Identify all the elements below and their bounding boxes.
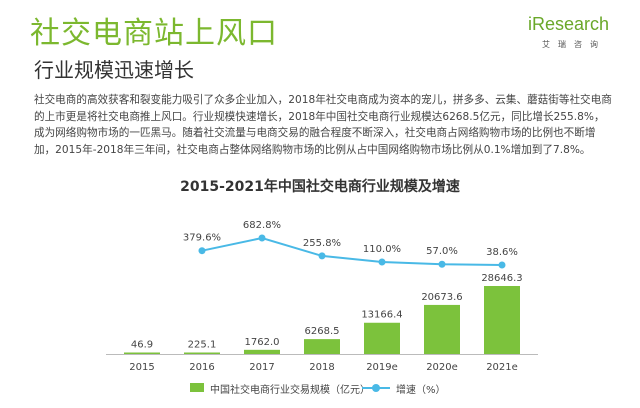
bar-2018	[304, 339, 340, 354]
logo-tagline: 艾瑞咨询	[542, 40, 606, 49]
bar-2019e	[364, 322, 400, 354]
bar-value-label-2016: 225.1	[188, 340, 217, 351]
legend-label-growth: 增速（%）	[396, 385, 446, 396]
x-tick-label-2018: 2018	[309, 362, 334, 373]
bar-value-label-2015: 46.9	[131, 340, 153, 351]
bar-2016	[184, 352, 220, 354]
growth-label-2021e: 38.6%	[486, 247, 518, 258]
growth-point-2021e	[498, 261, 506, 269]
x-tick-label-2021e: 2021e	[486, 362, 518, 373]
legend-bar-swatch	[190, 383, 204, 392]
growth-point-2018	[318, 252, 326, 260]
growth-point-2016	[198, 247, 206, 255]
growth-point-2019e	[378, 258, 386, 266]
x-tick-label-2017: 2017	[249, 362, 274, 373]
intro-paragraph: 社交电商的高效获客和裂变能力吸引了众多企业加入，2018年社交电商成为资本的宠儿…	[34, 94, 612, 156]
growth-label-2018: 255.8%	[303, 238, 341, 249]
bar-2015	[124, 352, 160, 354]
x-tick-label-2015: 2015	[129, 362, 154, 373]
bar-value-label-2017: 1762.0	[245, 337, 280, 348]
bar-2021e	[484, 286, 520, 354]
bar-value-label-2021e: 28646.3	[481, 273, 522, 284]
iresearch-logo: iResearch 艾瑞咨询	[528, 14, 624, 54]
bar-value-label-2018: 6268.5	[305, 326, 340, 337]
bar-value-label-2019e: 13166.4	[361, 310, 402, 321]
page-title: 社交电商站上风口	[30, 16, 278, 51]
bar-2020e	[424, 304, 460, 354]
page-subtitle: 行业规模迅速增长	[34, 58, 194, 82]
bar-value-label-2020e: 20673.6	[421, 292, 462, 303]
x-tick-label-2016: 2016	[189, 362, 214, 373]
x-tick-label-2019e: 2019e	[366, 362, 398, 373]
growth-line	[201, 236, 503, 266]
legend-dot-swatch	[372, 384, 380, 392]
growth-point-2017	[258, 234, 266, 242]
x-tick-label-2020e: 2020e	[426, 362, 458, 373]
bar-2017	[244, 349, 280, 354]
legend-label-scale: 中国社交电商行业交易规模（亿元）	[210, 385, 370, 396]
growth-point-2020e	[438, 260, 446, 268]
logo-name: iResearch	[528, 14, 610, 34]
growth-label-2017: 682.8%	[243, 220, 281, 231]
chart-title: 2015-2021年中国社交电商行业规模及增速	[180, 179, 460, 195]
growth-label-2016: 379.6%	[183, 233, 221, 244]
growth-label-2020e: 57.0%	[426, 246, 458, 257]
growth-label-2019e: 110.0%	[363, 244, 401, 255]
